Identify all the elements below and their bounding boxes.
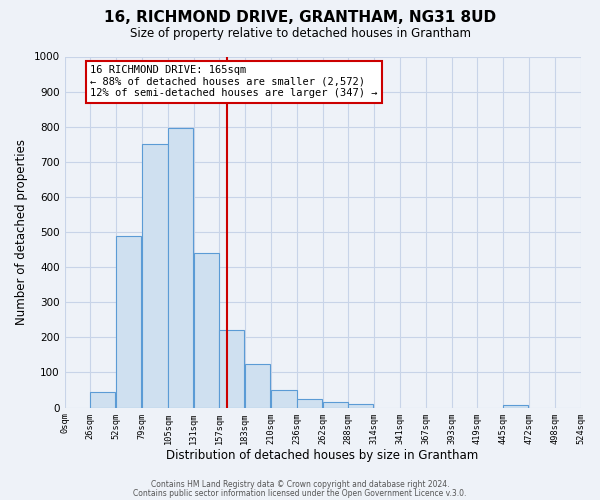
- X-axis label: Distribution of detached houses by size in Grantham: Distribution of detached houses by size …: [166, 450, 479, 462]
- Bar: [323, 402, 348, 407]
- Text: Contains public sector information licensed under the Open Government Licence v.: Contains public sector information licen…: [133, 488, 467, 498]
- Bar: [348, 404, 373, 407]
- Bar: [168, 128, 193, 407]
- Bar: [503, 405, 528, 407]
- Bar: [194, 253, 219, 408]
- Bar: [116, 236, 141, 408]
- Text: Size of property relative to detached houses in Grantham: Size of property relative to detached ho…: [130, 28, 470, 40]
- Text: 16 RICHMOND DRIVE: 165sqm
← 88% of detached houses are smaller (2,572)
12% of se: 16 RICHMOND DRIVE: 165sqm ← 88% of detac…: [90, 66, 377, 98]
- Bar: [245, 364, 270, 408]
- Bar: [90, 392, 115, 407]
- Bar: [219, 330, 244, 407]
- Text: Contains HM Land Registry data © Crown copyright and database right 2024.: Contains HM Land Registry data © Crown c…: [151, 480, 449, 489]
- Text: 16, RICHMOND DRIVE, GRANTHAM, NG31 8UD: 16, RICHMOND DRIVE, GRANTHAM, NG31 8UD: [104, 10, 496, 25]
- Bar: [142, 144, 167, 408]
- Bar: [271, 390, 296, 407]
- Bar: [297, 399, 322, 407]
- Y-axis label: Number of detached properties: Number of detached properties: [15, 139, 28, 325]
